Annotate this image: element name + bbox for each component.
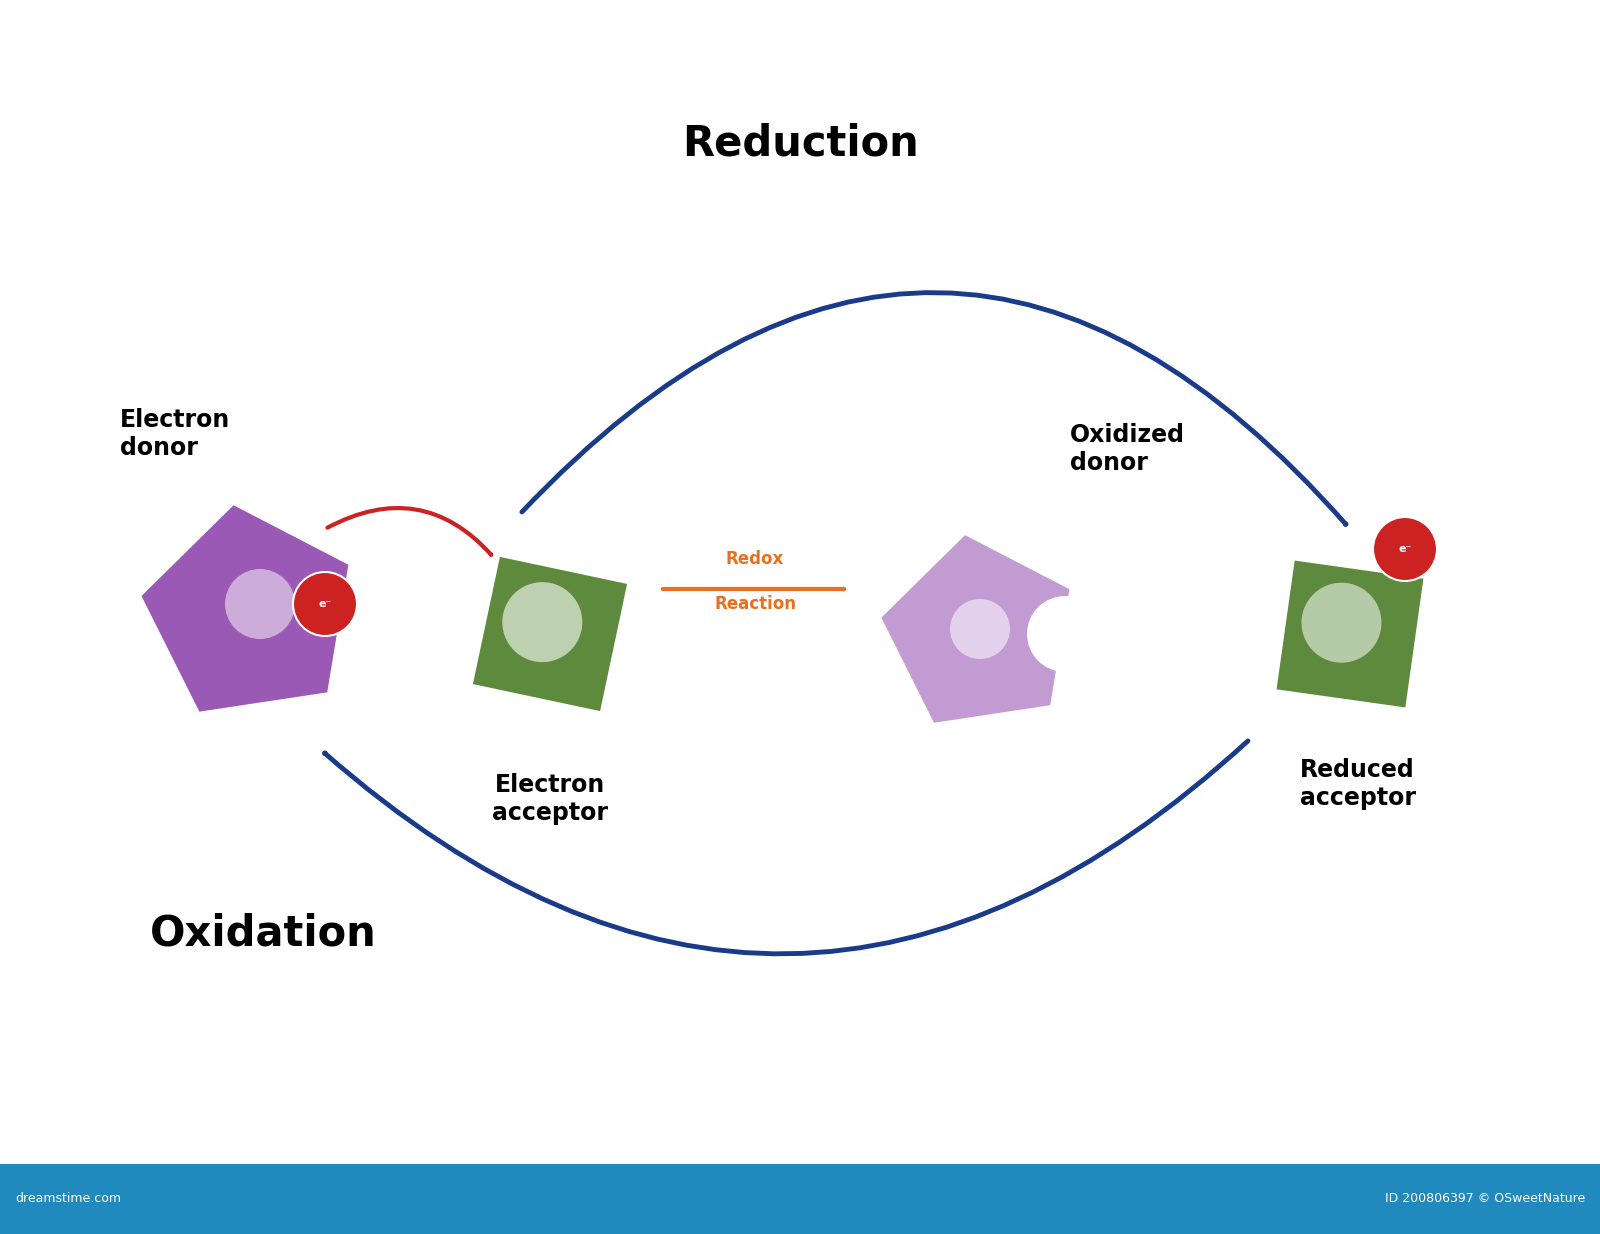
Text: Electron
acceptor: Electron acceptor [493, 772, 608, 824]
Text: Reaction: Reaction [714, 595, 797, 613]
FancyArrowPatch shape [522, 292, 1346, 524]
Circle shape [293, 573, 357, 636]
Text: ID 200806397 © OSweetNature: ID 200806397 © OSweetNature [1384, 1192, 1586, 1206]
Circle shape [1027, 596, 1102, 673]
Circle shape [950, 598, 1010, 659]
Text: dreamstime.com: dreamstime.com [14, 1192, 122, 1206]
FancyArrowPatch shape [328, 508, 491, 555]
Circle shape [226, 569, 294, 639]
Text: Reduced
acceptor: Reduced acceptor [1299, 758, 1416, 810]
FancyArrowPatch shape [325, 740, 1248, 954]
Polygon shape [474, 557, 627, 711]
Text: Reduction: Reduction [682, 123, 918, 165]
FancyBboxPatch shape [0, 1164, 1600, 1234]
Text: Redox: Redox [726, 550, 784, 568]
Text: e⁻: e⁻ [318, 598, 331, 610]
Polygon shape [882, 536, 1069, 723]
Text: Oxidation: Oxidation [150, 913, 376, 955]
Polygon shape [1277, 560, 1424, 707]
Text: Electron
donor: Electron donor [120, 408, 230, 460]
Polygon shape [141, 505, 349, 712]
Text: e⁻: e⁻ [1398, 544, 1411, 554]
Circle shape [502, 582, 582, 663]
Text: Oxidized
donor: Oxidized donor [1070, 423, 1186, 475]
Circle shape [1373, 517, 1437, 581]
Circle shape [1301, 582, 1381, 663]
